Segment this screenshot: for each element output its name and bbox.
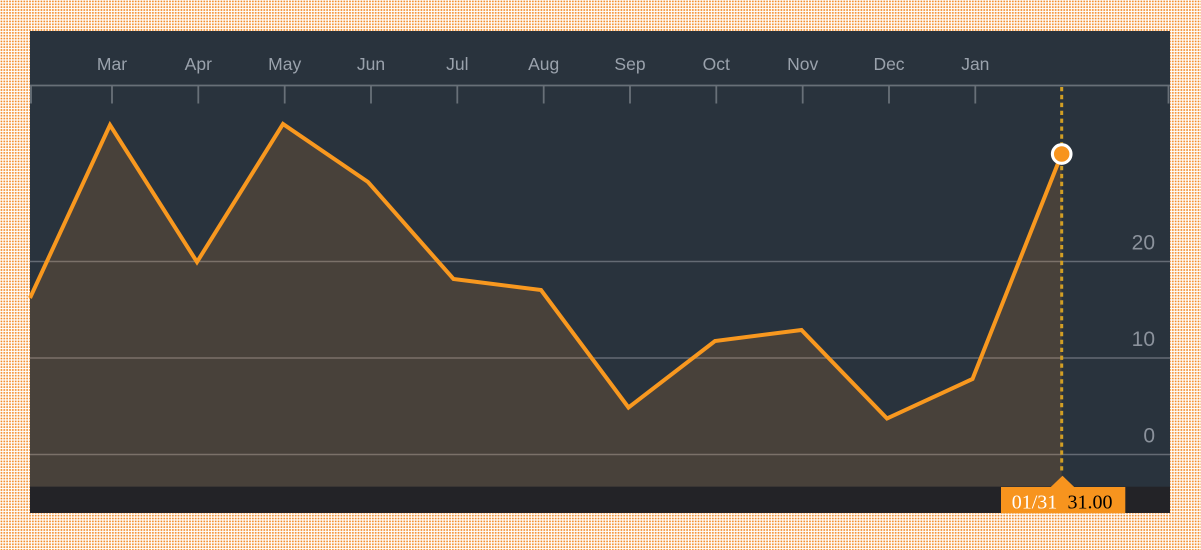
svg-text:Sep: Sep xyxy=(614,54,645,74)
svg-text:Aug: Aug xyxy=(528,54,559,74)
svg-text:31.00: 31.00 xyxy=(1068,491,1113,513)
svg-text:May: May xyxy=(268,54,301,74)
svg-text:Jun: Jun xyxy=(357,54,385,74)
svg-text:Jul: Jul xyxy=(446,54,468,74)
svg-text:Oct: Oct xyxy=(703,54,730,74)
svg-text:01/31: 01/31 xyxy=(1012,491,1058,513)
svg-text:Mar: Mar xyxy=(97,54,127,74)
svg-text:Dec: Dec xyxy=(873,54,904,74)
svg-text:Apr: Apr xyxy=(185,54,212,74)
svg-text:Jan: Jan xyxy=(961,54,989,74)
svg-text:0: 0 xyxy=(1143,425,1155,448)
svg-text:20: 20 xyxy=(1132,232,1155,255)
svg-text:Nov: Nov xyxy=(787,54,818,74)
svg-text:10: 10 xyxy=(1132,328,1155,351)
